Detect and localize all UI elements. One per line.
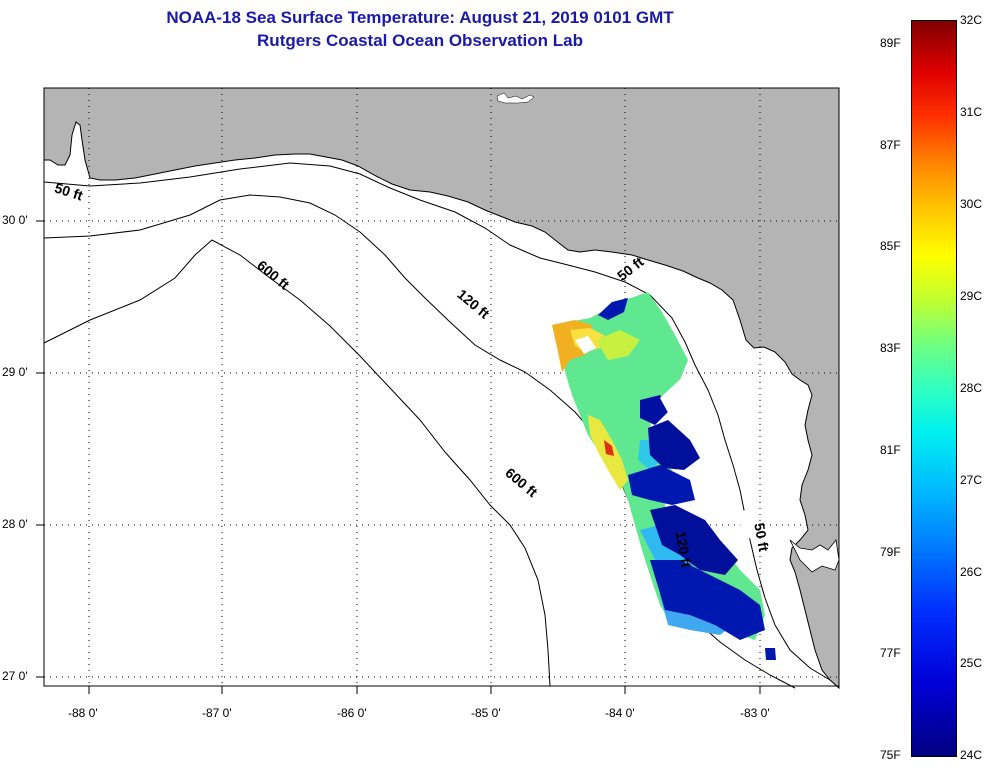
contour-50ft xyxy=(43,162,831,681)
temperature-colorbar xyxy=(911,20,957,757)
lon-label-84: -84 0' xyxy=(605,706,635,720)
colorbar-label-27c: 27C xyxy=(960,473,983,487)
lake-shape xyxy=(496,92,535,104)
colorbar-label-24c: 24C xyxy=(960,748,983,762)
colorbar-label-85f: 85F xyxy=(880,239,901,253)
contour-label: 120 ft xyxy=(672,530,694,569)
colorbar-label-77f: 77F xyxy=(880,646,901,660)
colorbar-label-25c: 25C xyxy=(960,656,983,670)
lat-label-27: 27 0' xyxy=(2,669,28,683)
lat-label-28: 28 0' xyxy=(2,517,28,531)
colorbar-label-31c: 31C xyxy=(960,105,983,119)
lon-label-88: -88 0' xyxy=(68,706,98,720)
colorbar-label-29c: 29C xyxy=(960,289,983,303)
lat-label-29: 29 0' xyxy=(2,365,28,379)
colorbar-label-89f: 89F xyxy=(880,36,901,50)
frame-ticks xyxy=(36,220,761,694)
chart-subtitle: Rutgers Coastal Ocean Observation Lab xyxy=(257,31,583,50)
lon-label-87: -87 0' xyxy=(202,706,232,720)
colorbar-label-79f: 79F xyxy=(880,545,901,559)
colorbar-label-87f: 87F xyxy=(880,138,901,152)
colorbar-label-81f: 81F xyxy=(880,443,901,457)
lon-label-86: -86 0' xyxy=(337,706,367,720)
land-mass xyxy=(43,87,840,690)
colorbar-label-30c: 30C xyxy=(960,197,983,211)
lon-label-85: -85 0' xyxy=(471,706,501,720)
colorbar-label-83f: 83F xyxy=(880,341,901,355)
map-frame xyxy=(43,87,840,687)
sst-swath xyxy=(552,292,776,660)
colorbar-label-28c: 28C xyxy=(960,381,983,395)
contour-label: 50 ft xyxy=(751,522,772,553)
bay-shape xyxy=(789,539,840,573)
colorbar-label-75f: 75F xyxy=(880,748,901,762)
lon-label-83: -83 0' xyxy=(740,706,770,720)
chart-title: NOAA-18 Sea Surface Temperature: August … xyxy=(166,8,674,27)
contour-600ft xyxy=(43,239,551,687)
colorbar-label-26c: 26C xyxy=(960,565,983,579)
colorbar-label-32c: 32C xyxy=(960,13,983,27)
graticule xyxy=(44,88,839,686)
lat-label-30: 30 0' xyxy=(2,213,28,227)
